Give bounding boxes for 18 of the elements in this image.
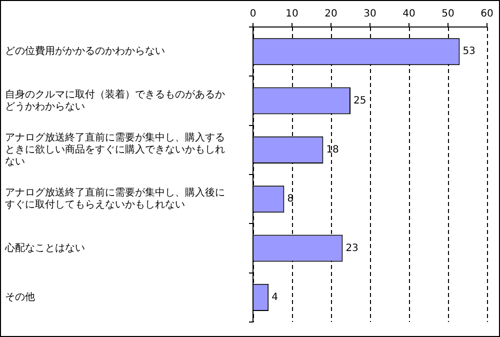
x-tick-label: 0 <box>250 8 256 20</box>
x-tick-label: 40 <box>402 8 416 20</box>
y-tick-label: どの位費用がかかるのかわからない <box>5 45 165 58</box>
data-label: 53 <box>462 46 476 58</box>
y-tick-label: アナログ放送終了直前に需要が集中し、購入するときに欲しい商品をすぐに購入できないかもしれない <box>5 132 225 168</box>
data-label: 18 <box>326 144 339 156</box>
data-label: 23 <box>346 242 358 254</box>
y-tick-label: 心配なことはない <box>4 242 85 254</box>
x-tick-label: 20 <box>324 8 338 20</box>
y-tick-label: その他 <box>5 291 35 304</box>
data-label: 4 <box>272 292 278 304</box>
x-tick-label: 60 <box>480 8 494 20</box>
data-label: 25 <box>354 95 366 106</box>
x-tick-label: 10 <box>286 8 298 20</box>
y-tick-label: アナログ放送終了直前に需要が集中し、購入後にすぐに取付してもらえないかもしれない <box>5 186 225 211</box>
x-tick-label: 50 <box>442 8 454 20</box>
x-tick-label: 30 <box>364 8 376 20</box>
y-tick-label: 自身のクルマに取付（装着）できるものがあるかどうかわからない <box>5 88 225 112</box>
